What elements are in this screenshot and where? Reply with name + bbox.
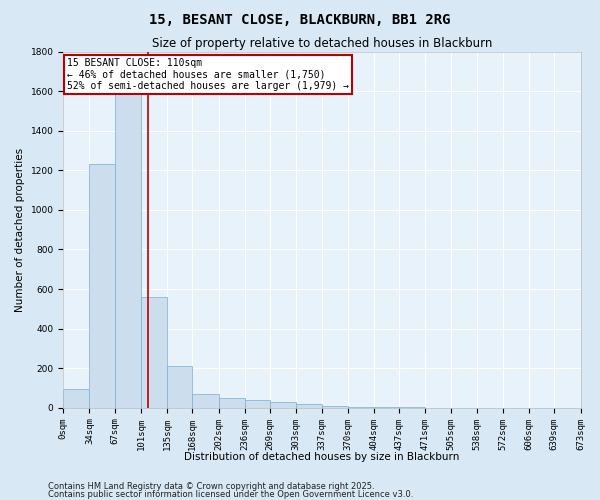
- Bar: [374, 407, 399, 408]
- Bar: [347, 407, 374, 408]
- Text: Contains public sector information licensed under the Open Government Licence v3: Contains public sector information licen…: [48, 490, 413, 499]
- Bar: [141, 297, 167, 408]
- Bar: [89, 164, 115, 408]
- Title: Size of property relative to detached houses in Blackburn: Size of property relative to detached ho…: [152, 38, 492, 51]
- Bar: [296, 404, 322, 408]
- Bar: [167, 366, 193, 408]
- Bar: [322, 406, 347, 408]
- Bar: [245, 400, 270, 408]
- Bar: [270, 402, 296, 408]
- Bar: [115, 88, 141, 408]
- Text: 15 BESANT CLOSE: 110sqm
← 46% of detached houses are smaller (1,750)
52% of semi: 15 BESANT CLOSE: 110sqm ← 46% of detache…: [67, 58, 349, 91]
- X-axis label: Distribution of detached houses by size in Blackburn: Distribution of detached houses by size …: [184, 452, 460, 462]
- Bar: [63, 389, 89, 408]
- Bar: [193, 394, 218, 408]
- Text: Contains HM Land Registry data © Crown copyright and database right 2025.: Contains HM Land Registry data © Crown c…: [48, 482, 374, 491]
- Y-axis label: Number of detached properties: Number of detached properties: [15, 148, 25, 312]
- Bar: [218, 398, 245, 408]
- Text: 15, BESANT CLOSE, BLACKBURN, BB1 2RG: 15, BESANT CLOSE, BLACKBURN, BB1 2RG: [149, 12, 451, 26]
